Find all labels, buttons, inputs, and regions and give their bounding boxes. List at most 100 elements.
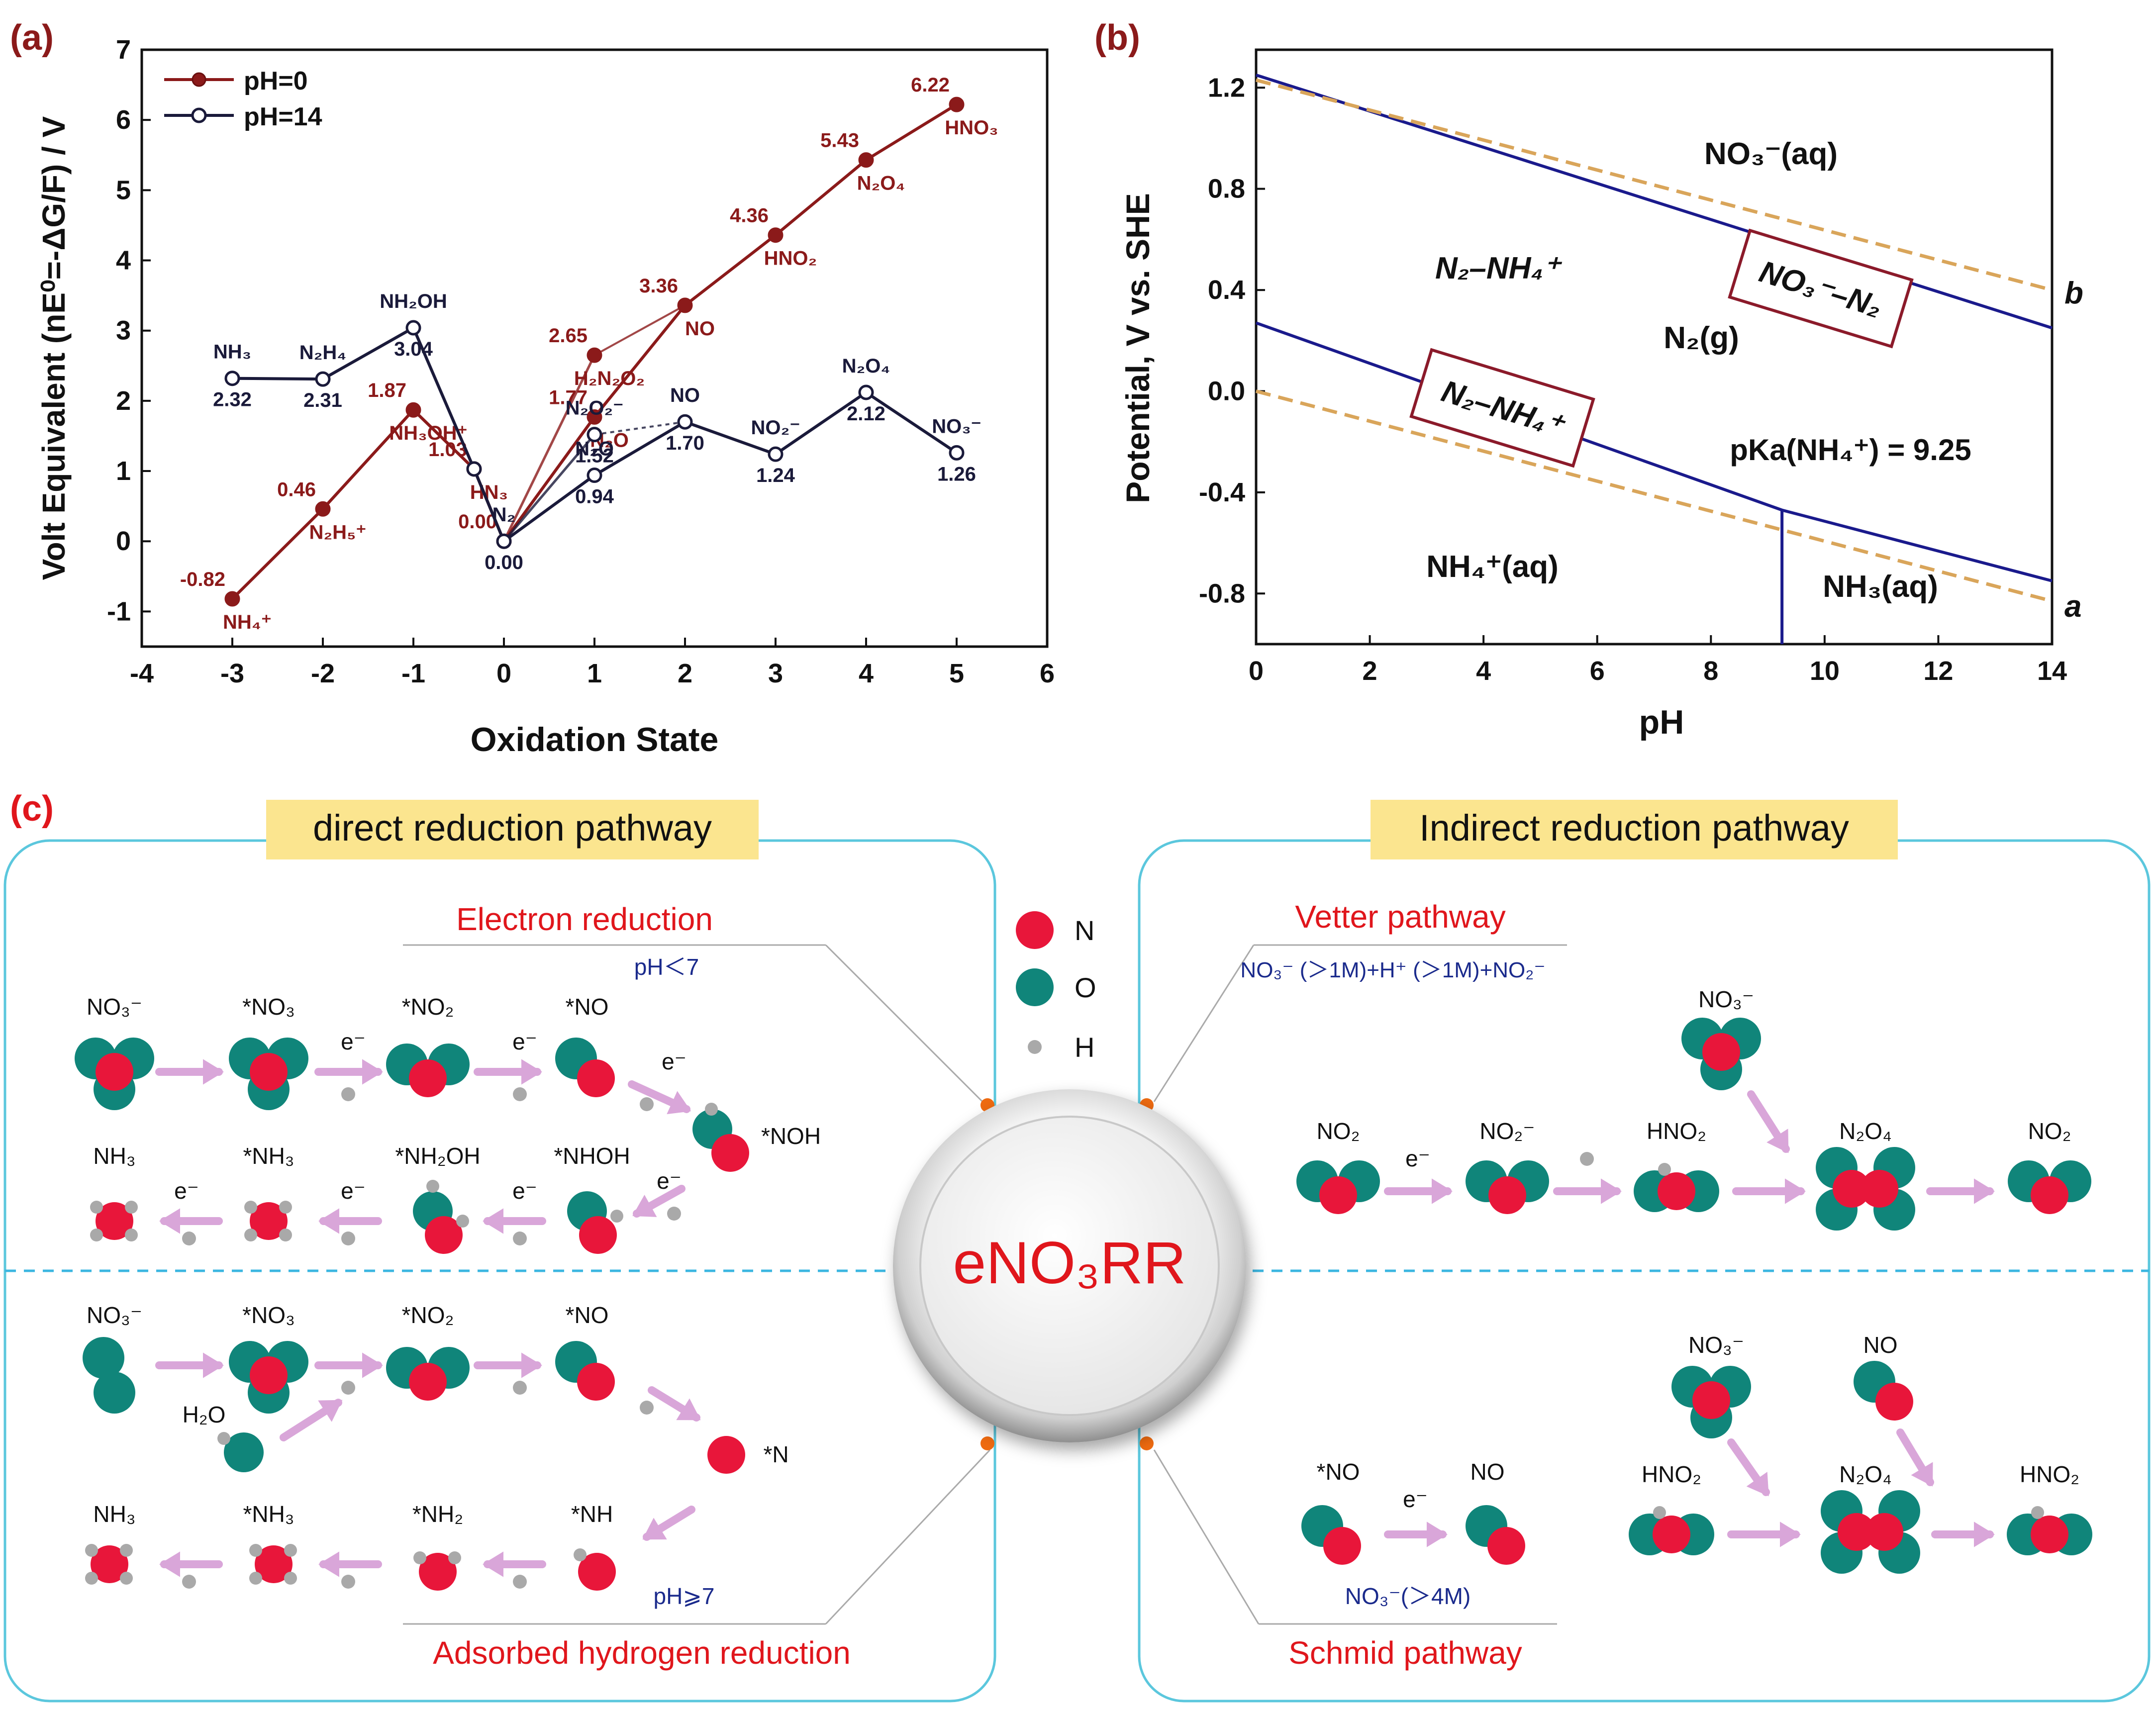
- atom-N: [1658, 1172, 1695, 1210]
- a-xtick-label: 2: [678, 659, 692, 688]
- atom-H: [90, 1229, 103, 1241]
- a-ytick-label: 6: [116, 105, 131, 135]
- a-xtick-label: 6: [1040, 659, 1055, 688]
- a-species-label: N₂H₄: [299, 342, 347, 364]
- species-label: *NO: [1317, 1459, 1360, 1485]
- atom-N: [1488, 1176, 1526, 1214]
- pathway-arrow-head: [318, 1551, 339, 1577]
- atom-N: [96, 1053, 133, 1091]
- a-value-label: 2.12: [847, 403, 885, 425]
- atom-H: [279, 1201, 292, 1214]
- atom-H: [249, 1544, 262, 1557]
- atom-O: [224, 1432, 264, 1472]
- species-label: NO: [1863, 1332, 1898, 1358]
- a-xtick-label: -3: [220, 659, 244, 688]
- species-label: *NH: [571, 1501, 613, 1527]
- a-value-label: 1.24: [756, 465, 795, 486]
- a-species-label: NO: [670, 384, 700, 406]
- pathway-arrow-head: [1911, 1462, 1933, 1487]
- legend-o-label: O: [1075, 972, 1096, 1003]
- species-label: *NO₃: [242, 1302, 295, 1328]
- legend-n-label: N: [1075, 915, 1094, 946]
- box-no3-n2: NO₃⁻–N₂: [1728, 228, 1914, 349]
- species-label: NH₃: [93, 1143, 135, 1169]
- plot-a-ylabel: Volt Equivalent (nE⁰=-ΔG/F) / V: [36, 116, 72, 580]
- species-label: NO₃⁻: [87, 994, 142, 1020]
- a-xtick-label: 1: [587, 659, 602, 688]
- atom-H: [574, 1548, 587, 1561]
- pathway-arrow-head: [676, 1398, 701, 1421]
- pathway-arrow-head: [1427, 1521, 1448, 1547]
- atom-H: [217, 1432, 230, 1445]
- b-ytick-label: -0.4: [1199, 477, 1245, 507]
- species-label: *NO₃: [242, 994, 295, 1020]
- species-label: *NH₃: [243, 1501, 294, 1527]
- a-point: [587, 427, 602, 443]
- atom-N: [250, 1202, 288, 1240]
- a-species-label: H₂N₂O₂: [574, 368, 645, 389]
- pathway-arrow-head: [642, 1518, 667, 1540]
- a-species-label: HNO₃: [945, 117, 998, 139]
- a-series-line-0: [231, 103, 958, 600]
- pathway-arrow-head: [159, 1208, 180, 1234]
- atom-H: [667, 1207, 681, 1221]
- species-label: H₂O: [183, 1402, 226, 1427]
- a-value-label: 1.87: [368, 380, 406, 401]
- atom-H: [279, 1229, 292, 1241]
- species-label: N₂O₄: [1839, 1118, 1892, 1144]
- species-label: e⁻: [174, 1178, 199, 1204]
- atom-H: [705, 1103, 718, 1116]
- legend-h-atom: [1028, 1040, 1042, 1054]
- atom-N: [409, 1363, 447, 1401]
- indirect-title-bg: [1371, 800, 1898, 859]
- a-value-label: 3.36: [639, 275, 678, 297]
- vetter-connector: [1153, 945, 1255, 1102]
- region-pka: pKa(NH₄⁺) = 9.25: [1730, 433, 1971, 467]
- pathway-arrow-head: [521, 1352, 542, 1378]
- b-xtick-label: 2: [1363, 656, 1377, 686]
- atom-N: [1833, 1170, 1870, 1208]
- pathway-arrow-head: [521, 1059, 542, 1085]
- region-n2g: N₂(g): [1664, 321, 1739, 355]
- a-value-label: 0.00: [485, 552, 523, 573]
- species-label: NO₃⁻: [87, 1302, 142, 1328]
- a-point: [496, 533, 512, 549]
- atom-N: [409, 1059, 447, 1097]
- line-label-a: a: [2064, 589, 2081, 624]
- vetter-condition: NO₃⁻ (＞1M)+H⁺ (＞1M)+NO₂⁻: [1240, 958, 1545, 982]
- species-label: e⁻: [512, 1029, 537, 1054]
- a-value-label: 3.04: [394, 338, 433, 360]
- a-series-branch-0: [502, 355, 596, 542]
- a-series-branch-1: [503, 434, 595, 542]
- b-xtick-label: 4: [1476, 656, 1491, 686]
- a-species-label: HN₃: [470, 481, 508, 503]
- a-ytick-label: 3: [116, 316, 131, 346]
- a-ytick-label: 4: [116, 246, 131, 276]
- dot-bottom-right: [1140, 1436, 1154, 1450]
- a-value-label: 1.70: [666, 432, 704, 454]
- species-label: HNO₂: [1642, 1461, 1701, 1487]
- a-species-label: NO: [685, 318, 715, 340]
- species-label: *NH₂OH: [395, 1143, 480, 1169]
- pathway-arrow-head: [667, 1091, 691, 1115]
- adsorbed-connector: [825, 1449, 991, 1625]
- atom-N: [2031, 1176, 2068, 1214]
- a-value-label: 6.22: [911, 74, 950, 96]
- species-label: NO₂⁻: [1479, 1118, 1535, 1144]
- atom-N: [578, 1553, 616, 1591]
- a-point: [405, 320, 421, 336]
- atom-N: [419, 1553, 457, 1591]
- b-xtick-label: 6: [1590, 656, 1605, 686]
- atom-N: [707, 1436, 745, 1474]
- a-value-label: 1.52: [575, 445, 614, 467]
- a-species-label: NO₂⁻: [751, 417, 800, 439]
- box-no3-n2-frame: [1728, 228, 1914, 349]
- atom-N: [577, 1363, 615, 1401]
- a-species-label: N₂H₅⁺: [309, 521, 367, 543]
- species-label: NO₃⁻: [1688, 1332, 1744, 1358]
- atom-H: [448, 1551, 461, 1564]
- electron-reduction-title: Electron reduction: [456, 901, 713, 937]
- a-point: [858, 152, 874, 168]
- a-value-label: 0.00: [458, 511, 497, 533]
- atom-N: [1653, 1516, 1690, 1553]
